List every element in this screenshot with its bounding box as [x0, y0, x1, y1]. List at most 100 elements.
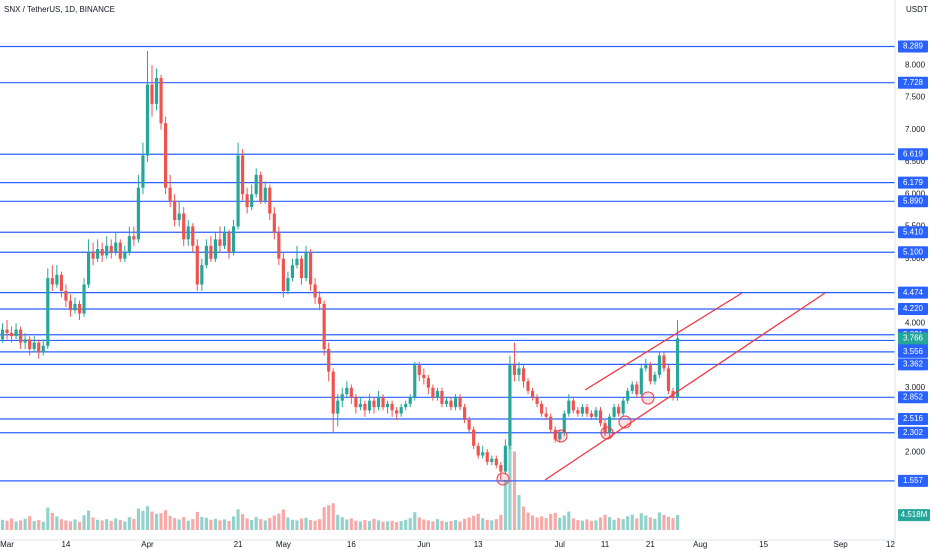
volume-bar: [644, 515, 648, 530]
volume-bar: [23, 518, 27, 530]
candle-body: [114, 242, 118, 253]
volume-bar: [521, 506, 526, 530]
volume-bar: [241, 514, 245, 530]
level-label: 5.410: [903, 227, 924, 236]
volume-bar: [195, 511, 199, 530]
volume-bar: [127, 517, 131, 530]
volume-bar: [422, 519, 426, 530]
volume-bar: [263, 520, 267, 530]
level-label: 2.302: [903, 428, 924, 437]
candle-body: [28, 339, 32, 350]
volume-layer: [0, 446, 680, 530]
candle-body: [32, 342, 36, 350]
x-tick-label: 14: [61, 540, 70, 549]
x-tick-label: 13: [474, 540, 483, 549]
candle-body: [9, 332, 14, 337]
candle-body: [431, 387, 435, 398]
candle-body: [517, 368, 521, 375]
candle-body: [68, 300, 73, 311]
candle-body: [145, 84, 150, 156]
volume-bar: [340, 517, 344, 530]
level-label: 2.852: [903, 392, 924, 401]
candle-body: [100, 249, 104, 256]
volume-bar: [499, 514, 503, 530]
x-tick-label: 11: [601, 540, 610, 549]
candle-body: [141, 155, 145, 188]
marker-circle: [600, 426, 614, 440]
channel-upper: [584, 292, 743, 391]
volume-bar: [675, 515, 680, 530]
candle-body: [512, 365, 517, 375]
y-tick-label: 6.000: [905, 189, 926, 198]
candle-body: [594, 410, 598, 417]
candle-body: [195, 245, 199, 285]
volume-bar: [503, 479, 507, 530]
volume-bar: [227, 521, 231, 530]
candle-body: [50, 278, 54, 285]
volume-bar: [648, 517, 652, 530]
volume-bar: [277, 513, 281, 530]
volume-bar: [671, 518, 675, 530]
candle-body: [91, 252, 95, 259]
candle-body: [118, 242, 122, 259]
y-tick-label: 3.000: [905, 383, 926, 392]
level-label-box: [898, 391, 928, 404]
level-label-box: [898, 303, 928, 316]
x-tick-label: Mar: [0, 540, 14, 549]
candle-body: [626, 390, 630, 401]
candle-body: [268, 187, 272, 214]
volume-bar: [331, 503, 335, 530]
last-volume-box: [898, 509, 930, 522]
candle-body: [449, 400, 453, 408]
volume-bar: [372, 518, 376, 530]
volume-bar: [59, 519, 63, 530]
candle-body: [241, 155, 245, 195]
candle-body: [209, 245, 213, 259]
volume-bar: [173, 518, 177, 530]
volume-bar: [164, 510, 168, 530]
level-label: 4.220: [903, 304, 924, 313]
level-layer: [0, 45, 895, 482]
candle-body: [648, 365, 652, 382]
volume-bar: [485, 519, 489, 530]
level-label-box: [898, 345, 928, 358]
candle-body: [453, 397, 458, 408]
volume-bar: [435, 519, 440, 530]
level-label: 1.557: [903, 476, 924, 485]
candle-body: [82, 284, 86, 314]
candle-body: [281, 258, 285, 291]
candle-body: [64, 290, 68, 301]
y-axis-label: USDT: [906, 5, 928, 14]
volume-bar: [290, 519, 295, 530]
candle-body: [358, 403, 362, 408]
y-tick-label: 2.000: [905, 447, 926, 456]
candle-body: [589, 413, 594, 417]
level-label: 5.100: [903, 247, 924, 256]
volume-bar: [381, 521, 385, 530]
volume-bar: [299, 518, 304, 530]
candle-body: [304, 252, 308, 279]
candle-body: [540, 403, 544, 414]
volume-bar: [19, 520, 23, 530]
candle-body: [639, 368, 643, 395]
volume-bar: [463, 518, 467, 530]
candle-body: [86, 252, 91, 285]
volume-bar: [218, 520, 222, 530]
candle-body: [96, 249, 100, 259]
level-label: 3.556: [903, 347, 924, 356]
level-label-box: [898, 358, 928, 371]
candle-body: [549, 416, 553, 430]
volume-bar: [191, 519, 195, 530]
volume-bar: [580, 520, 584, 530]
candle-body: [526, 381, 530, 391]
volume-bar: [494, 519, 498, 530]
volume-bar: [358, 521, 362, 530]
volume-bar: [318, 519, 322, 530]
candle-body: [345, 387, 349, 395]
volume-bar: [639, 513, 643, 530]
level-label-box: [898, 426, 928, 439]
candle-body: [481, 452, 485, 456]
candle-body: [0, 329, 5, 340]
volume-bar: [476, 513, 480, 530]
volume-bar: [336, 514, 340, 530]
